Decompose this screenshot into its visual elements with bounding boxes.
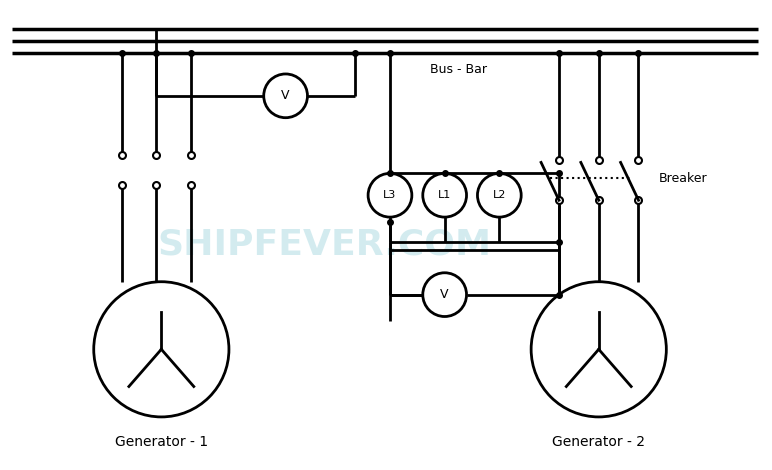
Text: Generator - 2: Generator - 2 xyxy=(552,435,645,449)
Circle shape xyxy=(423,273,466,316)
Circle shape xyxy=(368,173,411,217)
Text: V: V xyxy=(440,288,449,301)
Circle shape xyxy=(93,282,229,417)
Text: L2: L2 xyxy=(493,190,506,200)
Text: L1: L1 xyxy=(438,190,452,200)
Circle shape xyxy=(531,282,666,417)
Text: V: V xyxy=(281,89,290,102)
Circle shape xyxy=(423,173,466,217)
Text: L3: L3 xyxy=(384,190,397,200)
Text: Generator - 1: Generator - 1 xyxy=(115,435,208,449)
Circle shape xyxy=(477,173,521,217)
Circle shape xyxy=(264,74,307,118)
Text: Breaker: Breaker xyxy=(659,172,707,185)
Text: SHIPFEVER.COM: SHIPFEVER.COM xyxy=(157,227,492,261)
Text: Bus - Bar: Bus - Bar xyxy=(430,63,486,76)
